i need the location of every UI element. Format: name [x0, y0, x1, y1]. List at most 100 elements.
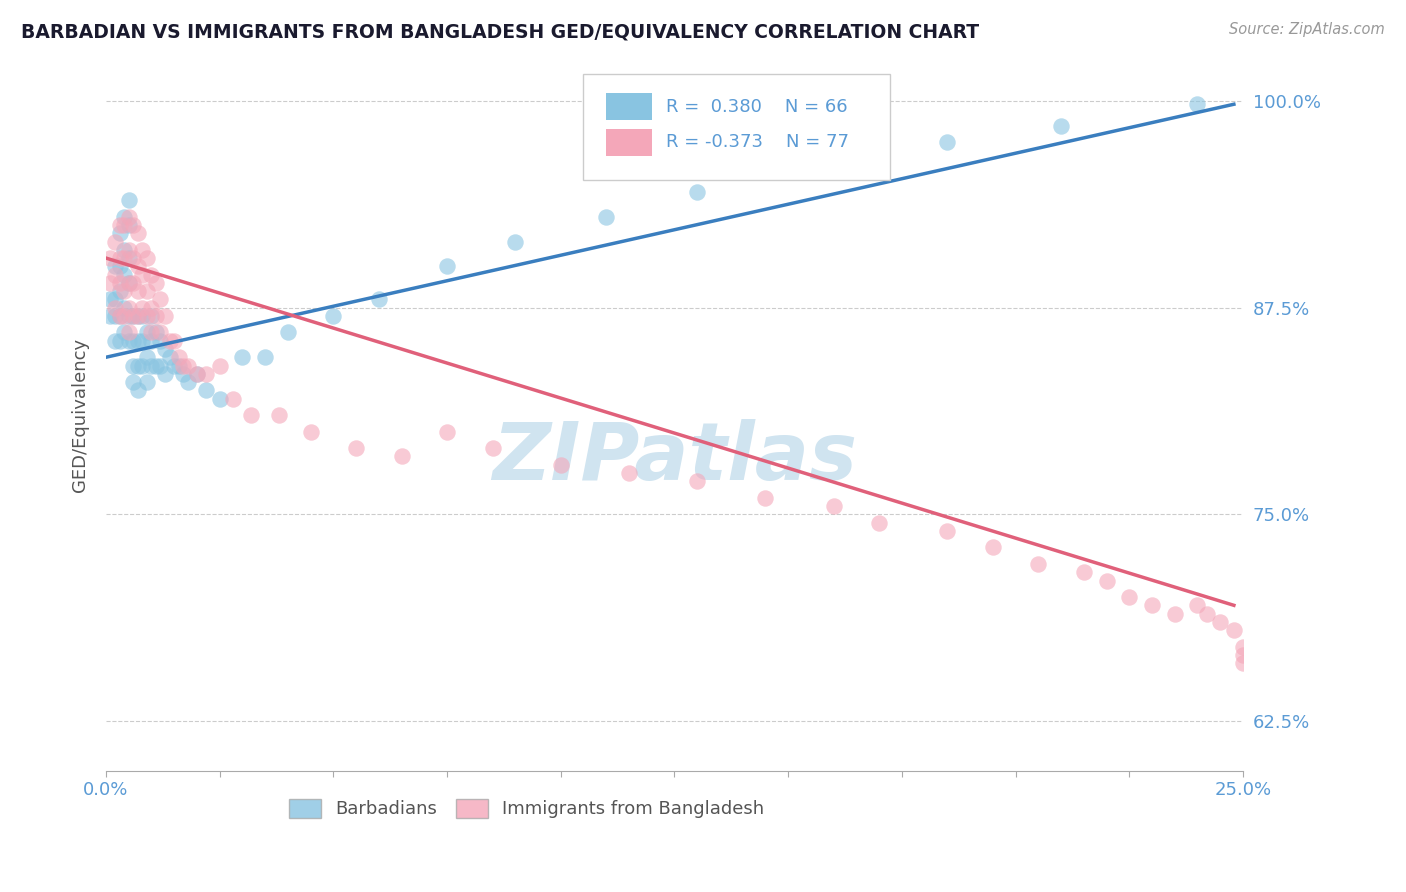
Point [127, 309, 149, 323]
Point [254, 351, 277, 365]
Point [436, 425, 458, 439]
Point [117, 276, 139, 290]
Point [117, 301, 139, 315]
Point [127, 260, 149, 274]
Point [240, 408, 263, 422]
Point [122, 309, 145, 323]
Point [1223, 623, 1246, 637]
Point [112, 251, 135, 265]
Point [277, 326, 299, 340]
Point [112, 218, 135, 232]
Point [153, 342, 176, 356]
Point [135, 326, 157, 340]
Point [868, 516, 890, 530]
Point [122, 334, 145, 348]
FancyBboxPatch shape [606, 93, 652, 120]
Point [122, 375, 145, 389]
Point [104, 309, 127, 323]
Point [1095, 574, 1118, 588]
Point [194, 384, 217, 398]
Point [153, 309, 176, 323]
Point [981, 541, 1004, 555]
Point [267, 408, 290, 422]
Point [104, 301, 127, 315]
Point [117, 326, 139, 340]
Point [108, 309, 131, 323]
Point [112, 284, 135, 298]
Point [127, 284, 149, 298]
Point [149, 359, 172, 373]
Point [122, 359, 145, 373]
Point [100, 251, 122, 265]
Point [141, 309, 163, 323]
Point [135, 284, 157, 298]
Point [108, 309, 131, 323]
Point [100, 276, 122, 290]
Point [1232, 640, 1254, 654]
Point [127, 309, 149, 323]
Point [936, 136, 959, 150]
Point [167, 351, 190, 365]
Point [153, 367, 176, 381]
Point [131, 268, 153, 282]
Point [163, 359, 186, 373]
Point [1118, 590, 1140, 604]
Point [159, 351, 181, 365]
Point [167, 359, 190, 373]
Point [112, 301, 135, 315]
Point [108, 226, 131, 240]
Point [117, 243, 139, 257]
Point [436, 260, 458, 274]
Point [1026, 557, 1049, 571]
FancyBboxPatch shape [583, 74, 890, 180]
Point [135, 351, 157, 365]
Legend: Barbadians, Immigrants from Bangladesh: Barbadians, Immigrants from Bangladesh [281, 792, 772, 826]
Point [145, 276, 167, 290]
Point [122, 276, 145, 290]
Text: ZIPatlas: ZIPatlas [492, 419, 856, 497]
Point [936, 524, 959, 538]
Point [117, 276, 139, 290]
Point [391, 450, 413, 464]
Text: R = -0.373    N = 77: R = -0.373 N = 77 [666, 133, 849, 151]
Point [141, 301, 163, 315]
Point [344, 441, 367, 455]
Point [108, 334, 131, 348]
Point [172, 367, 194, 381]
Point [122, 218, 145, 232]
Point [100, 309, 122, 323]
Point [141, 326, 163, 340]
Point [481, 441, 503, 455]
Point [503, 235, 526, 249]
Point [117, 210, 139, 224]
Point [141, 359, 163, 373]
Point [122, 309, 145, 323]
Point [1164, 607, 1187, 621]
Point [117, 251, 139, 265]
Point [131, 334, 153, 348]
Point [222, 392, 245, 406]
Point [108, 276, 131, 290]
Point [108, 260, 131, 274]
Point [112, 243, 135, 257]
Point [135, 251, 157, 265]
Point [186, 367, 208, 381]
Point [112, 210, 135, 224]
Point [186, 367, 208, 381]
Point [141, 334, 163, 348]
Point [194, 367, 217, 381]
Point [108, 251, 131, 265]
Point [145, 309, 167, 323]
Point [131, 301, 153, 315]
Point [131, 309, 153, 323]
Point [108, 284, 131, 298]
Point [104, 260, 127, 274]
Point [208, 392, 231, 406]
Point [1232, 656, 1254, 670]
Point [1195, 607, 1218, 621]
Point [112, 326, 135, 340]
Point [117, 309, 139, 323]
Point [117, 193, 139, 207]
Point [131, 359, 153, 373]
Point [127, 359, 149, 373]
